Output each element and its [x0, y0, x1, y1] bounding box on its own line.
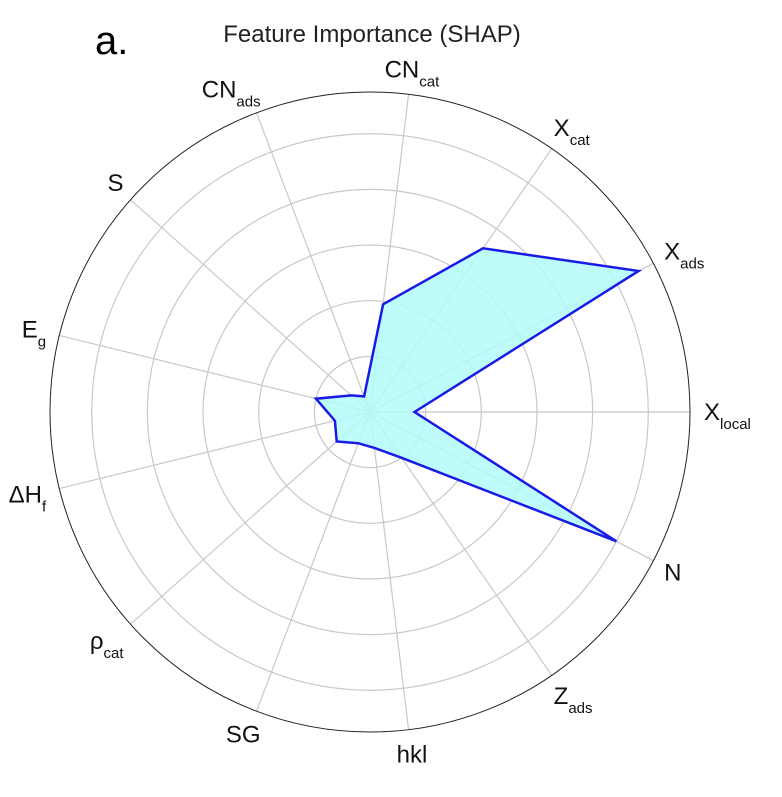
axis-label-main: ρ: [90, 628, 104, 655]
axis-label: Zads: [554, 683, 593, 717]
axis-label: Eg: [22, 316, 46, 350]
axis-label-subscript: ads: [680, 256, 704, 273]
axis-label-main: X: [664, 239, 680, 266]
chart-title: Feature Importance (SHAP): [223, 21, 520, 48]
axis-label: ρcat: [90, 628, 124, 662]
axis-label-subscript: g: [38, 333, 46, 350]
spoke: [369, 411, 410, 730]
axis-label-main: hkl: [397, 741, 428, 768]
axis-label: S: [108, 170, 124, 197]
axis-label-main: X: [554, 115, 570, 142]
axis-label-main: SG: [226, 722, 261, 749]
spoke: [255, 411, 371, 712]
axis-label-main: N: [664, 559, 681, 586]
axis-label: CNcat: [385, 57, 441, 91]
axis-label-subscript: ads: [568, 700, 592, 717]
axis-label-main: X: [704, 399, 720, 426]
panel-label: a.: [95, 19, 128, 63]
axis-label-main: ΔH: [9, 482, 42, 509]
outer-ring: [49, 91, 691, 733]
axis-label: ΔHf: [9, 482, 47, 516]
axis-label-subscript: cat: [104, 645, 125, 662]
axis-label-subscript: cat: [570, 132, 591, 149]
spoke: [130, 411, 371, 625]
axis-label-main: Z: [554, 683, 569, 710]
axis-label: SG: [226, 722, 261, 749]
spoke: [59, 411, 371, 490]
axis-label-subscript: ads: [236, 93, 260, 110]
spoke: [255, 112, 371, 413]
axis-label: Xcat: [554, 115, 591, 149]
axis-label-main: CN: [202, 76, 237, 103]
axis-label-main: E: [22, 316, 38, 343]
axis-label-subscript: local: [720, 416, 751, 433]
axis-label-main: S: [108, 170, 124, 197]
axis-label: Xlocal: [704, 399, 751, 433]
spoke: [130, 199, 371, 413]
axis-label: N: [664, 559, 681, 586]
axis-label: CNads: [202, 76, 261, 110]
axis-label-main: CN: [385, 57, 420, 84]
axis-label: Xads: [664, 239, 704, 273]
axis-label: hkl: [397, 741, 428, 768]
axis-label-subscript: cat: [419, 74, 440, 91]
radar-area: [313, 247, 643, 543]
axis-label-subscript: f: [42, 499, 47, 516]
